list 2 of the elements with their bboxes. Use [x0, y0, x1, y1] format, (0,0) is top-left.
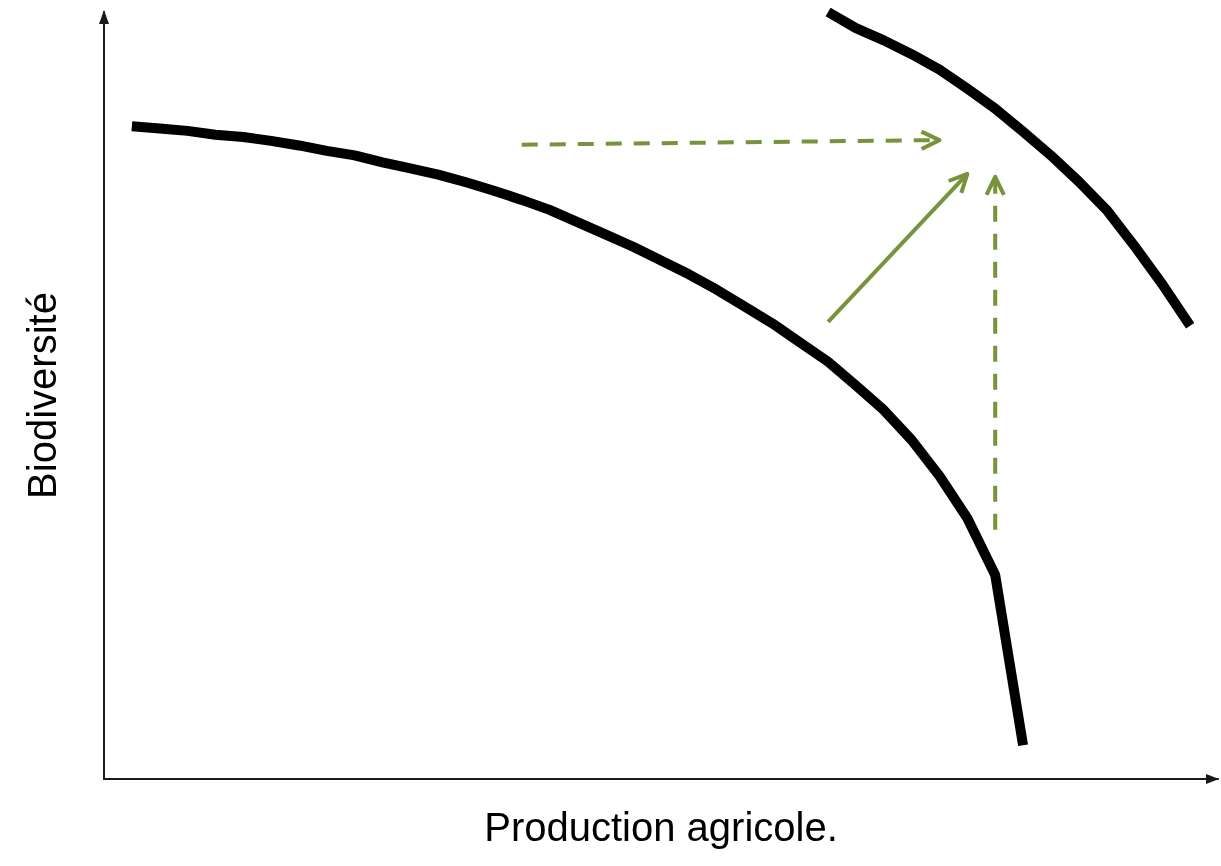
y-axis-title: Biodiversité	[20, 292, 64, 499]
x-axis-title: Production agricole.	[484, 805, 838, 849]
